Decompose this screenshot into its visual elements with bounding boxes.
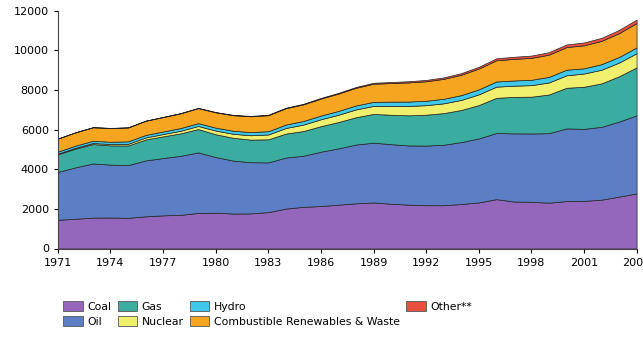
Legend: Coal, Oil, Gas, Nuclear, Hydro, Combustible Renewables & Waste, Other**: Coal, Oil, Gas, Nuclear, Hydro, Combusti… xyxy=(63,301,472,327)
